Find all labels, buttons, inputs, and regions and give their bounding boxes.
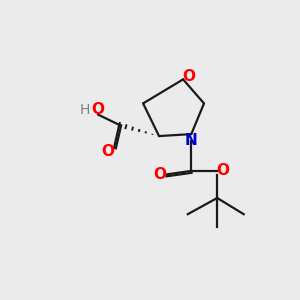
Text: O: O [153, 167, 166, 182]
Text: O: O [216, 164, 229, 178]
Text: O: O [101, 144, 114, 159]
Text: H: H [80, 103, 90, 117]
Text: N: N [185, 133, 198, 148]
Text: O: O [91, 102, 104, 117]
Text: O: O [182, 69, 195, 84]
